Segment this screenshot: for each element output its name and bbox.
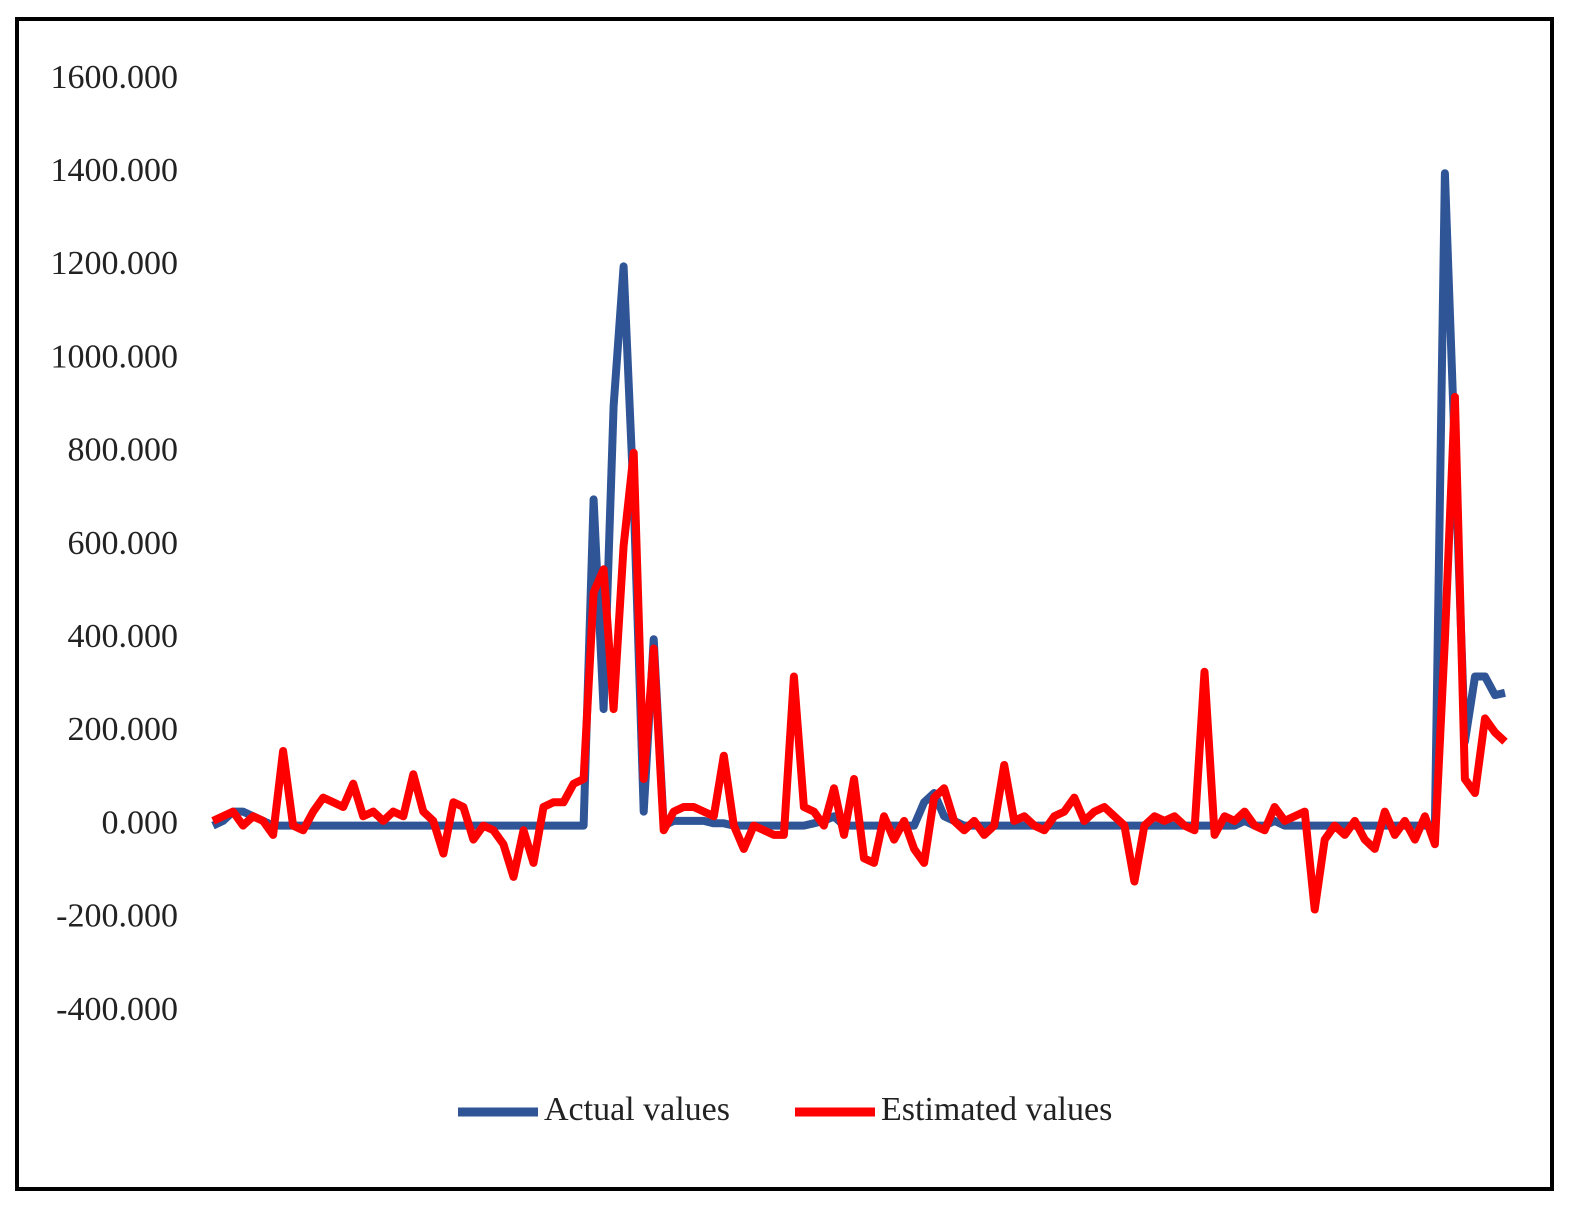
y-tick-label: 200.000 xyxy=(68,711,179,748)
legend-label: Estimated values xyxy=(881,1091,1112,1128)
data-line xyxy=(211,392,1508,914)
chart-frame xyxy=(15,17,1554,1191)
y-tick-label: -200.000 xyxy=(56,898,178,935)
y-tick-label: 1400.000 xyxy=(51,152,179,189)
y-tick-label: 800.000 xyxy=(68,432,179,469)
y-tick-label: 1000.000 xyxy=(51,338,179,375)
y-tick-label: 600.000 xyxy=(68,525,179,562)
y-tick-label: 1600.000 xyxy=(51,59,179,96)
y-tick-label: 0.000 xyxy=(102,804,179,841)
y-tick-label: -400.000 xyxy=(56,991,178,1028)
legend-label: Actual values xyxy=(544,1091,730,1128)
y-tick-label: 1200.000 xyxy=(51,245,179,282)
y-tick-label: 400.000 xyxy=(68,618,179,655)
